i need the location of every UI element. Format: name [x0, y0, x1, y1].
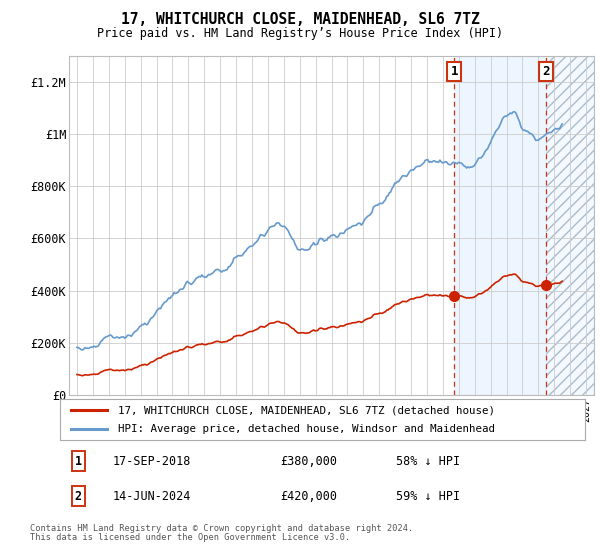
Text: £380,000: £380,000: [281, 455, 337, 468]
Text: 59% ↓ HPI: 59% ↓ HPI: [396, 489, 460, 503]
Text: 1: 1: [451, 65, 458, 78]
Text: £420,000: £420,000: [281, 489, 337, 503]
Text: Price paid vs. HM Land Registry’s House Price Index (HPI): Price paid vs. HM Land Registry’s House …: [97, 27, 503, 40]
Text: 17-SEP-2018: 17-SEP-2018: [113, 455, 191, 468]
Bar: [545, 56, 594, 395]
Text: 1: 1: [75, 455, 82, 468]
Text: HPI: Average price, detached house, Windsor and Maidenhead: HPI: Average price, detached house, Wind…: [118, 424, 495, 433]
Text: This data is licensed under the Open Government Licence v3.0.: This data is licensed under the Open Gov…: [30, 533, 350, 542]
Text: Contains HM Land Registry data © Crown copyright and database right 2024.: Contains HM Land Registry data © Crown c…: [30, 524, 413, 533]
Text: 17, WHITCHURCH CLOSE, MAIDENHEAD, SL6 7TZ (detached house): 17, WHITCHURCH CLOSE, MAIDENHEAD, SL6 7T…: [118, 405, 495, 415]
Text: 14-JUN-2024: 14-JUN-2024: [113, 489, 191, 503]
Text: 2: 2: [75, 489, 82, 503]
Text: 58% ↓ HPI: 58% ↓ HPI: [396, 455, 460, 468]
Text: 17, WHITCHURCH CLOSE, MAIDENHEAD, SL6 7TZ: 17, WHITCHURCH CLOSE, MAIDENHEAD, SL6 7T…: [121, 12, 479, 27]
Text: 2: 2: [542, 65, 550, 78]
Bar: [454, 56, 545, 395]
Bar: [545, 56, 594, 395]
